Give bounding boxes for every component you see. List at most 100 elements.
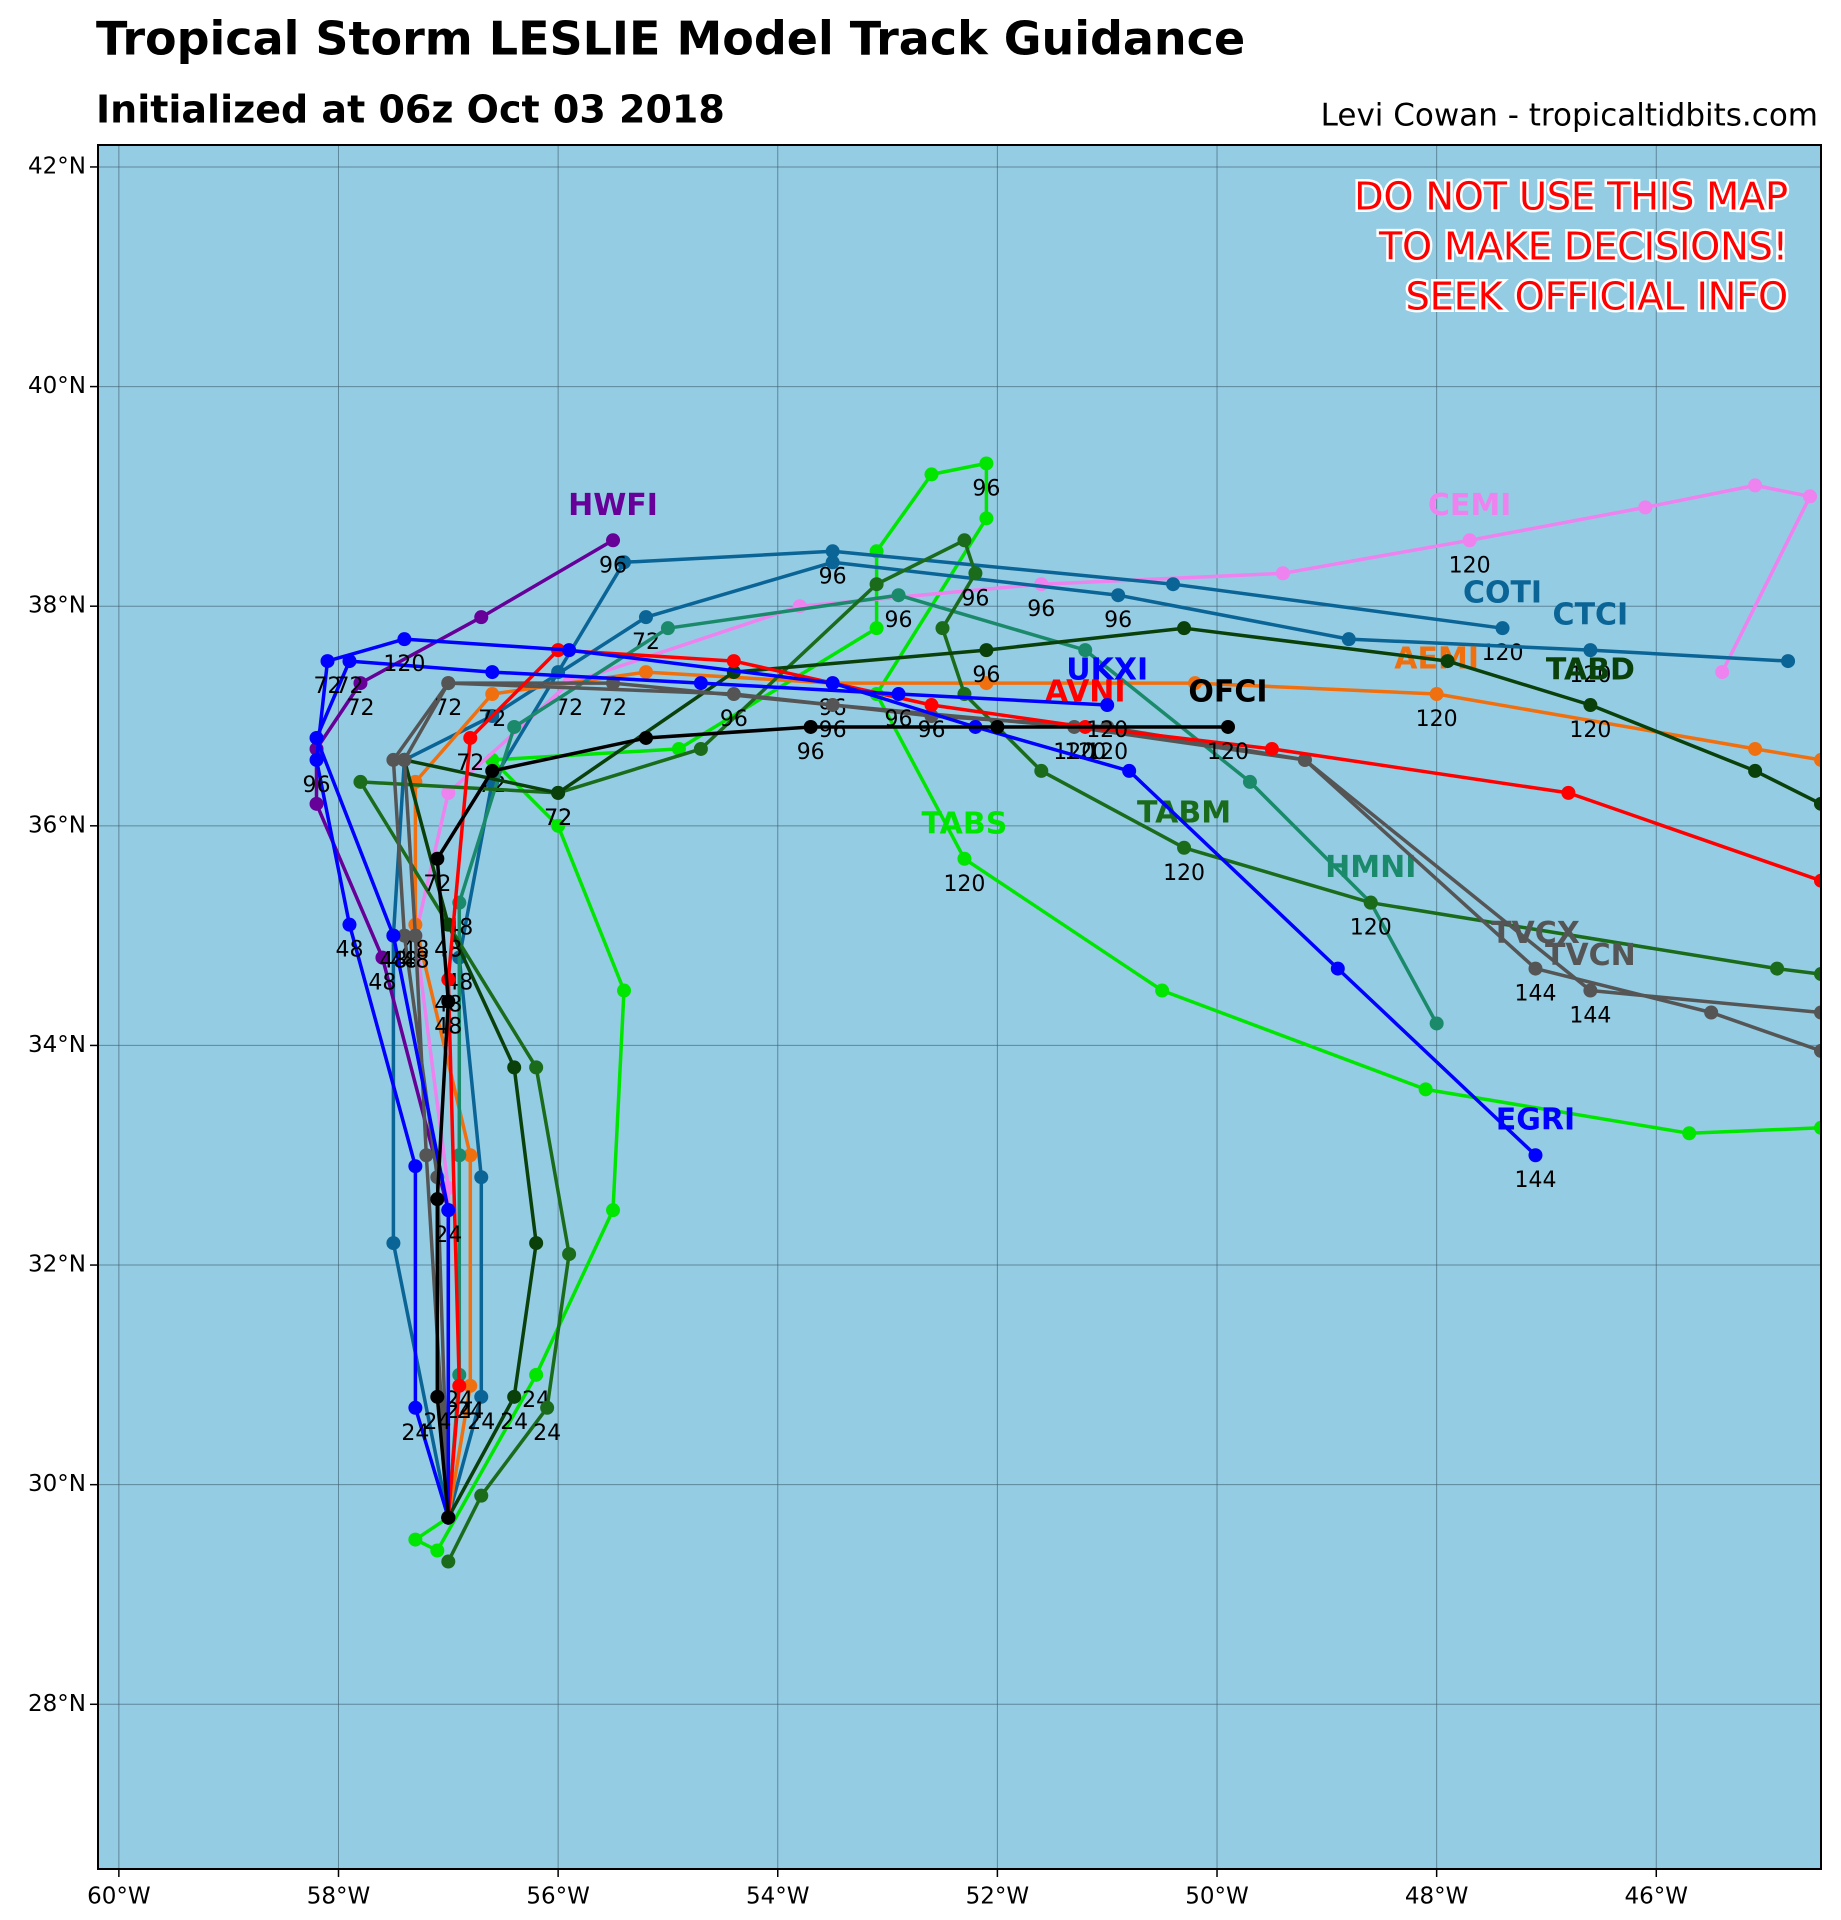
track-point xyxy=(397,928,412,943)
track-point xyxy=(562,643,577,658)
hour-label: 96 xyxy=(961,586,989,611)
x-tick-label: 48°W xyxy=(1405,1884,1469,1910)
track-point xyxy=(529,1236,544,1251)
track-point xyxy=(1078,643,1093,658)
track-point xyxy=(309,752,324,767)
track-point xyxy=(671,741,686,756)
track-point xyxy=(540,1400,555,1415)
track-point xyxy=(1704,1005,1719,1020)
track-point xyxy=(551,818,566,833)
track-point xyxy=(1495,621,1510,636)
hour-label: 24 xyxy=(401,1421,429,1446)
x-tick-label: 56°W xyxy=(526,1884,590,1910)
track-point xyxy=(803,719,818,734)
track-point xyxy=(1814,967,1821,982)
hour-label: 120 xyxy=(1086,718,1128,743)
hour-label: 24 xyxy=(456,1399,484,1424)
track-point xyxy=(441,1510,456,1525)
track-point xyxy=(474,1170,489,1185)
track-point xyxy=(726,654,741,669)
hour-label: 120 xyxy=(383,652,425,677)
model-label: OFCI xyxy=(1188,674,1267,709)
model-label: HMNI xyxy=(1325,850,1416,885)
track-point xyxy=(825,676,840,691)
track-point xyxy=(408,928,423,943)
hour-label: 96 xyxy=(885,608,913,633)
track-point xyxy=(1715,665,1730,680)
track-point xyxy=(474,1389,489,1404)
track-point xyxy=(1177,840,1192,855)
track-point xyxy=(430,851,445,866)
track-point xyxy=(507,1060,522,1075)
track-point xyxy=(935,621,950,636)
track-point xyxy=(660,621,675,636)
track-point xyxy=(979,511,994,526)
hour-label: 24 xyxy=(533,1421,561,1446)
x-tick-label: 50°W xyxy=(1185,1884,1249,1910)
track-point xyxy=(1814,752,1821,767)
model-label: TABD xyxy=(1546,653,1635,688)
track-point xyxy=(562,1247,577,1262)
track-point xyxy=(1264,741,1279,756)
track-point xyxy=(507,1389,522,1404)
track-point xyxy=(1748,763,1763,778)
track-point xyxy=(891,687,906,702)
hour-label: 96 xyxy=(1104,608,1132,633)
track-point xyxy=(1111,588,1126,603)
track-point xyxy=(1814,873,1821,888)
track-point xyxy=(638,610,653,625)
hour-label: 72 xyxy=(423,872,451,897)
track-point xyxy=(617,555,632,570)
model-label: COTI xyxy=(1463,576,1542,611)
track-point xyxy=(1814,1120,1821,1135)
track-point xyxy=(1440,654,1455,669)
track-point xyxy=(1803,489,1818,504)
track-point xyxy=(1748,741,1763,756)
track-point xyxy=(638,730,653,745)
warning-text: DO NOT USE THIS MAP xyxy=(1354,175,1788,219)
track-point xyxy=(441,994,456,1009)
hour-label: 72 xyxy=(544,806,572,831)
hour-label: 72 xyxy=(314,674,342,699)
track-point xyxy=(507,719,522,734)
hour-label: 48 xyxy=(368,971,396,996)
track-point xyxy=(551,785,566,800)
track-point xyxy=(891,588,906,603)
hour-label: 96 xyxy=(599,553,627,578)
hour-label: 96 xyxy=(917,718,945,743)
hour-label: 120 xyxy=(1416,707,1458,732)
hour-label: 48 xyxy=(434,938,462,963)
model-label: EGRI xyxy=(1496,1103,1575,1138)
track-point xyxy=(869,577,884,592)
hour-label: 96 xyxy=(720,707,748,732)
model-label: CEMI xyxy=(1428,488,1512,523)
track-point xyxy=(979,676,994,691)
hour-label: 48 xyxy=(379,949,407,974)
hour-label: 96 xyxy=(972,663,1000,688)
track-point xyxy=(1682,1126,1697,1141)
track-point xyxy=(485,665,500,680)
track-point xyxy=(397,632,412,647)
track-point xyxy=(1297,752,1312,767)
warning-text: TO MAKE DECISIONS! xyxy=(1378,225,1788,269)
track-point xyxy=(353,774,368,789)
track-point xyxy=(441,1203,456,1218)
track-point xyxy=(1770,961,1785,976)
track-point xyxy=(638,665,653,680)
track-point xyxy=(1583,983,1598,998)
track-point xyxy=(606,533,621,548)
track-point xyxy=(430,1192,445,1207)
hour-label: 96 xyxy=(797,740,825,765)
y-tick-label: 32°N xyxy=(28,1252,86,1278)
track-point xyxy=(430,1543,445,1558)
track-point xyxy=(693,676,708,691)
track-point xyxy=(419,1148,434,1163)
y-tick-label: 40°N xyxy=(28,373,86,399)
hour-label: 144 xyxy=(1514,982,1556,1007)
hour-label: 96 xyxy=(819,718,847,743)
hour-label: 120 xyxy=(1569,663,1611,688)
hour-label: 120 xyxy=(1350,916,1392,941)
hour-label: 120 xyxy=(943,872,985,897)
track-point xyxy=(1166,577,1181,592)
track-point xyxy=(1781,654,1796,669)
